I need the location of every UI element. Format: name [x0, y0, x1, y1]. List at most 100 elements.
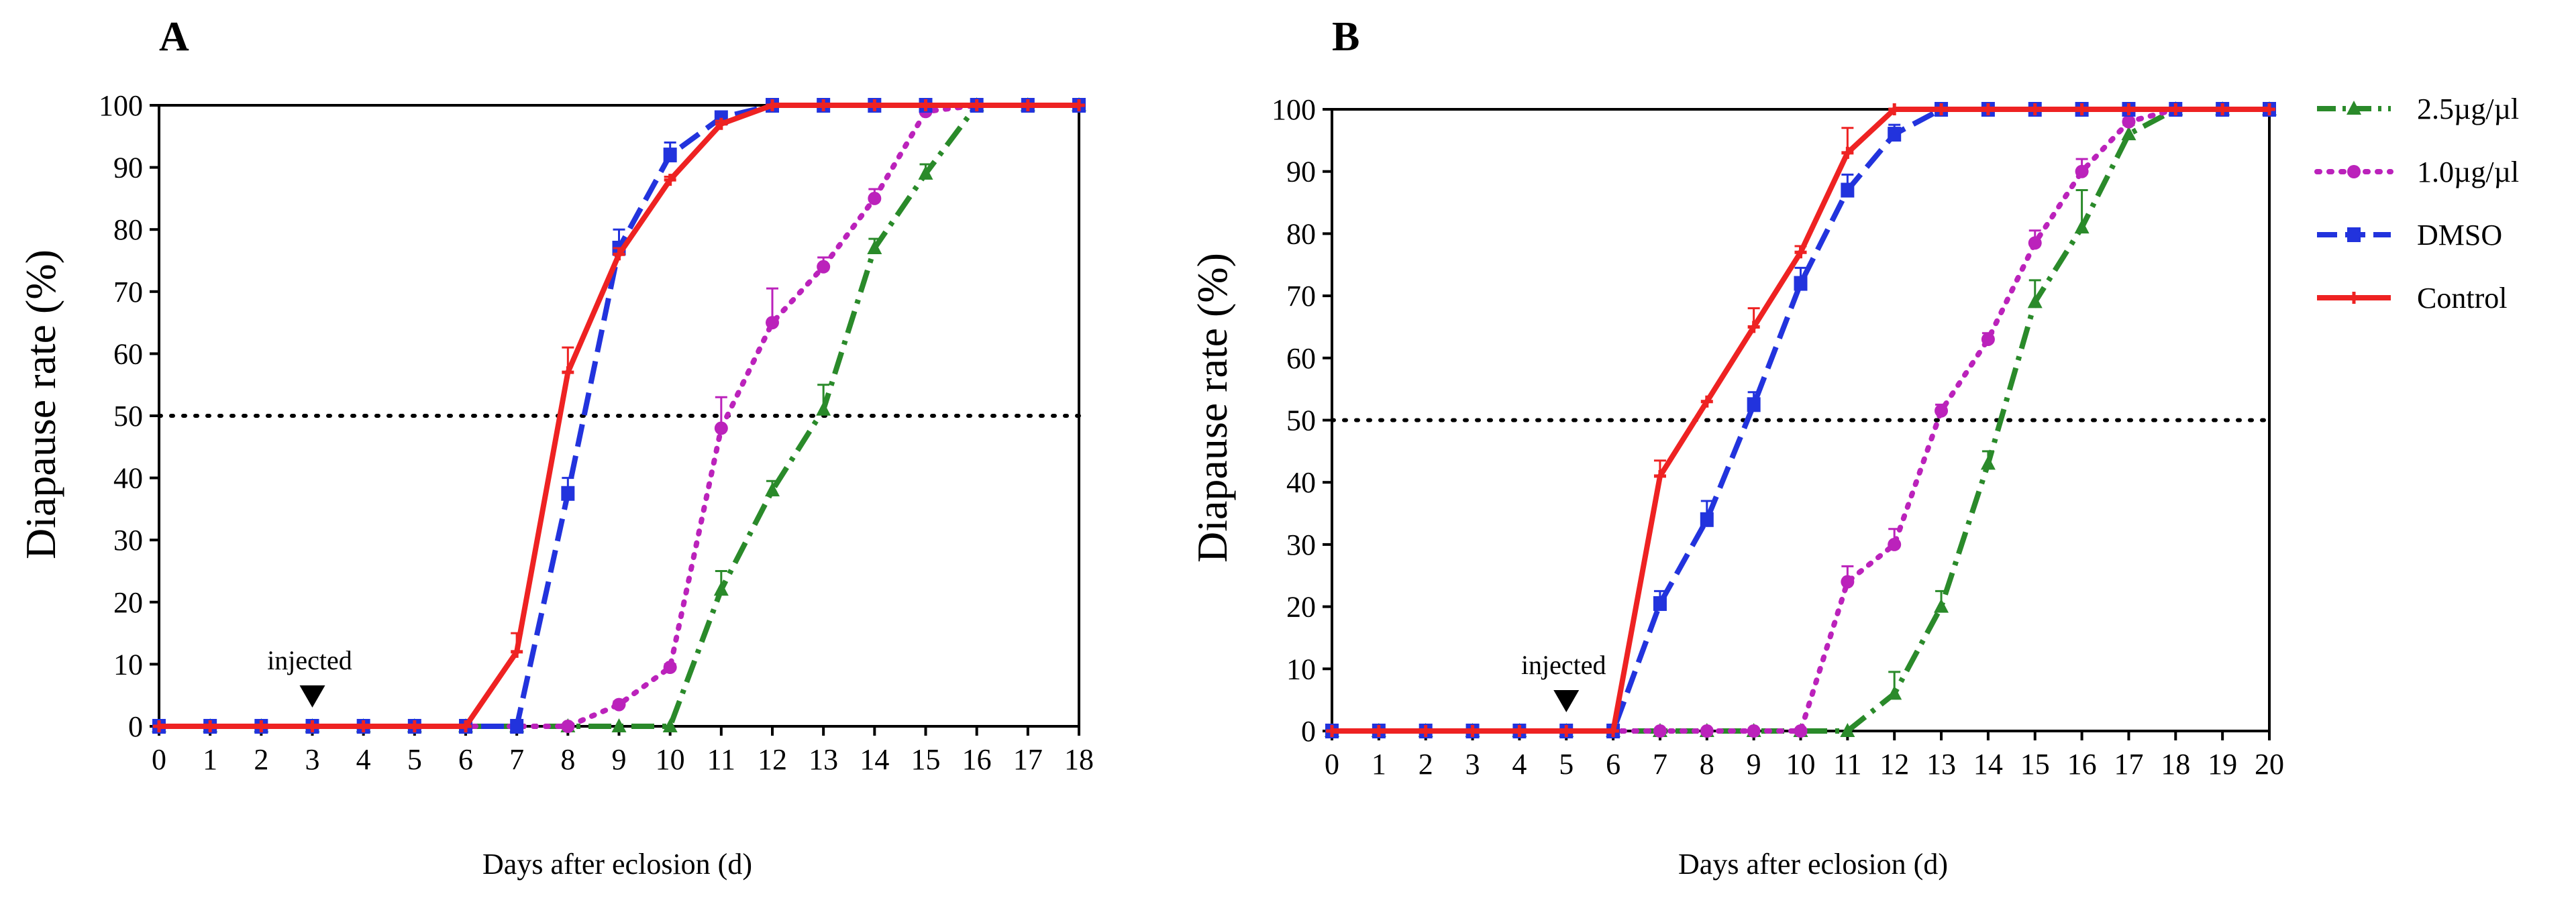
panel-a-x-axis-title: Days after eclosion (d) [482, 848, 752, 881]
panel-a-data-point [612, 697, 626, 712]
panel-b-x-tick-label: 8 [1700, 748, 1714, 781]
panel-a-y-tick-label: 20 [113, 586, 143, 619]
panel-a-data-point [306, 720, 319, 732]
panel-b-data-point [1653, 469, 1666, 482]
panel-b-data-point [1981, 332, 1995, 346]
panel-b-data-point [1372, 725, 1385, 737]
panel-b-data-point [1934, 598, 1949, 613]
panel-b-data-point [1935, 404, 1949, 418]
panel-a-data-point [1021, 99, 1034, 111]
legend-marker-icon [2348, 292, 2360, 304]
panel-a-data-point [562, 366, 574, 379]
legend-label: DMSO [2417, 219, 2502, 251]
panel-a-x-tick-label: 18 [1064, 743, 1094, 776]
panel-a-data-point [510, 719, 524, 734]
panel-b-y-tick-label: 60 [1286, 342, 1316, 375]
panel-a-x-tick-label: 9 [612, 743, 627, 776]
panel-a-x-tick-label: 8 [560, 743, 575, 776]
panel-b-data-point [1841, 146, 1854, 159]
panel-b-x-tick-label: 9 [1747, 748, 1761, 781]
panel-b-data-point [1466, 725, 1479, 737]
panel-b-y-axis-title: Diapause rate (%) [1188, 253, 1236, 563]
panel-a-data-point [357, 720, 370, 732]
panel-a-y-tick-label: 0 [128, 710, 143, 743]
legend-entry: Control [2317, 282, 2507, 315]
panel-a-x-tick-label: 11 [707, 743, 735, 776]
panel-b-x-tick-label: 11 [1833, 748, 1861, 781]
panel-b-data-point [1607, 725, 1620, 737]
panel-b-data-point [1980, 455, 1996, 470]
panel-b-data-point [1794, 276, 1808, 291]
panel-a-x-tick-label: 7 [509, 743, 524, 776]
panel-b-data-point [1653, 596, 1667, 611]
panel-b-x-tick-label: 6 [1606, 748, 1620, 781]
panel-b-x-tick-label: 7 [1653, 748, 1667, 781]
panel-b-x-tick-label: 13 [1926, 748, 1956, 781]
panel-a-data-point [817, 260, 831, 274]
panel-b-x-tick-label: 0 [1325, 748, 1339, 781]
panel-b-x-tick-label: 3 [1465, 748, 1480, 781]
panel-b-data-point [1700, 512, 1714, 527]
panel-a-data-point [663, 148, 677, 163]
panel-a-data-point [918, 165, 933, 180]
panel-a-x-tick-label: 0 [152, 743, 166, 776]
panel-b-x-tick-label: 15 [2020, 748, 2050, 781]
panel-b-x-tick-label: 16 [2067, 748, 2097, 781]
panel-b-data-point [2216, 103, 2229, 115]
panel-b-data-point [1747, 397, 1761, 412]
panel-a-data-point [816, 401, 831, 416]
panel-a-x-tick-label: 5 [407, 743, 422, 776]
panel-a-data-point [561, 486, 575, 501]
panel-a-y-tick-label: 90 [113, 152, 143, 184]
legend-entry: 1.0µg/µl [2314, 156, 2519, 188]
panel-b-x-tick-label: 4 [1512, 748, 1527, 781]
panel-b-data-point [1513, 725, 1526, 737]
panel-a-x-tick-label: 15 [911, 743, 941, 776]
panel-b-y-tick-label: 30 [1286, 528, 1316, 561]
legend-label: Control [2417, 282, 2507, 315]
panel-b-y-tick-label: 90 [1286, 156, 1316, 188]
panel-b-data-point [2075, 103, 2088, 115]
panel-a-data-point [766, 316, 779, 330]
panel-a-data-point [715, 117, 727, 130]
panel-a-x-tick-label: 13 [809, 743, 838, 776]
panel-a-data-point [460, 720, 472, 732]
panel-a-data-point [408, 720, 421, 732]
panel-b-data-point [1747, 724, 1761, 738]
panel-b-x-tick-label: 14 [1973, 748, 2003, 781]
panel-b-data-point [1841, 575, 1855, 589]
panel-b-x-tick-label: 19 [2208, 748, 2237, 781]
panel-b-injected-label: injected [1521, 650, 1606, 680]
panel-a-data-point [664, 174, 676, 186]
panel-a-y-tick-label: 50 [113, 400, 143, 433]
panel-b-injected-arrow-icon [1553, 690, 1580, 712]
panel-b-x-tick-label: 10 [1786, 748, 1816, 781]
panel-b-data-point [1794, 724, 1808, 738]
panel-a-x-tick-label: 10 [656, 743, 685, 776]
panel-a-x-tick-label: 14 [860, 743, 889, 776]
panel-b-data-point [2028, 103, 2041, 115]
panel-a-x-tick-label: 2 [254, 743, 268, 776]
panel-b-data-point [1560, 725, 1573, 737]
panel-b-series-plus [1326, 103, 2275, 737]
panel-a-data-point [662, 718, 678, 732]
panel-b-data-point [2121, 126, 2136, 141]
panel-a-y-tick-label: 10 [113, 648, 143, 681]
panel-a-data-point [714, 421, 728, 435]
panel-b-x-tick-label: 17 [2114, 748, 2143, 781]
panel-b-y-tick-label: 70 [1286, 280, 1316, 313]
panel-b-data-point [1888, 537, 1902, 551]
panel-a-data-point [1073, 99, 1085, 111]
panel-b-x-tick-label: 12 [1879, 748, 1909, 781]
panel-a-x-tick-label: 17 [1013, 743, 1043, 776]
panel-b-data-point [2028, 236, 2042, 250]
panel-b-data-point [1888, 103, 1901, 115]
panel-b-data-point [1700, 395, 1713, 408]
panel-b-y-tick-label: 80 [1286, 217, 1316, 250]
panel-a-x-tick-label: 3 [305, 743, 320, 776]
panel-b-x-tick-label: 1 [1372, 748, 1386, 781]
panel-a-y-tick-label: 30 [113, 524, 143, 557]
panel-a-y-axis-title: Diapause rate (%) [17, 249, 64, 559]
panel-letter-a: A [159, 14, 189, 60]
legend-marker-icon [2347, 101, 2361, 115]
